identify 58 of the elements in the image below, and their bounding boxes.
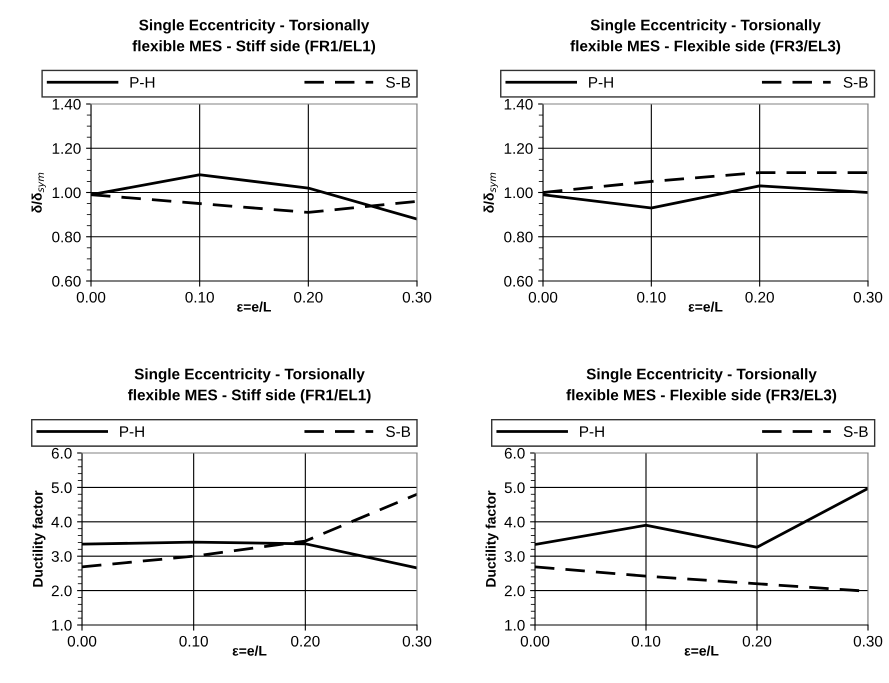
x-tick-label: 0.10 (185, 292, 214, 303)
x-tick-label: 0.30 (854, 636, 882, 647)
y-tick-label: 6.0 (52, 448, 72, 459)
y-tick-label: 4.0 (504, 516, 525, 528)
y-tick-label: 5.0 (504, 482, 525, 494)
x-axis-title: ε=e/L (684, 645, 718, 656)
y-axis-title: δ/δ$_{sym}$ (484, 172, 498, 213)
y-axis-title: Ductility factor (32, 490, 46, 587)
x-tick-label: 0.20 (291, 636, 320, 647)
x-tick-label: 0.30 (854, 292, 882, 303)
x-tick-label: 0.00 (528, 292, 558, 303)
y-tick-label: 0.80 (52, 232, 81, 242)
y-tick-label: 6.0 (504, 448, 525, 459)
legend-label: S-B (844, 76, 868, 88)
y-tick-label: 1.0 (52, 620, 72, 631)
y-tick-label: 2.0 (52, 585, 72, 596)
legend-label: P-H (120, 426, 144, 437)
y-tick-label: 5.0 (52, 482, 72, 494)
legend-label: P-H (589, 77, 613, 88)
y-axis-title: Ductility factor (486, 490, 498, 587)
y-tick-label: 0.60 (52, 276, 81, 287)
legend-label: P-H (580, 426, 604, 437)
x-tick-label: 0.30 (402, 292, 432, 303)
y-tick-label: 1.0 (505, 620, 525, 631)
y-tick-label: 3.0 (52, 551, 72, 562)
y-tick-label: 4.0 (51, 516, 72, 528)
y-tick-label: 1.00 (52, 187, 81, 198)
legend-label: S-B (386, 76, 410, 88)
x-tick-label: 0.10 (637, 292, 666, 303)
y-tick-label: 1.40 (504, 98, 533, 110)
x-tick-label: 0.20 (294, 292, 323, 303)
x-axis-title: ε=e/L (232, 645, 266, 656)
x-tick-label: 0.00 (520, 636, 550, 647)
y-tick-label: 1.20 (504, 143, 533, 154)
x-tick-label: 0.00 (76, 292, 106, 303)
legend-label: S-B (386, 426, 410, 437)
legend-label: P-H (130, 77, 154, 88)
chart-title: Single Eccentricity - Torsionally flexible MES - Flexible side (FR3/EL3) (566, 368, 836, 404)
chart-title: Single Eccentricity - Torsionally flexible MES - Flexible side (FR3/EL3) (570, 19, 840, 54)
y-tick-label: 0.80 (504, 232, 533, 242)
y-tick-label: 1.20 (52, 143, 81, 154)
x-tick-label: 0.10 (632, 636, 660, 647)
y-tick-label: 2.0 (504, 585, 525, 596)
chart-title: Single Eccentricity - Torsionally flexible MES - Stiff side (FR1/EL1) (128, 368, 371, 404)
y-tick-label: 1.40 (52, 98, 81, 110)
chart-title: Single Eccentricity - Torsionally flexible MES - Stiff side (FR1/EL1) (132, 19, 376, 54)
x-tick-label: 0.10 (179, 636, 208, 647)
x-axis-title: ε=e/L (688, 301, 722, 312)
y-tick-label: 3.0 (504, 551, 525, 562)
x-axis-title: ε=e/L (237, 301, 271, 312)
x-tick-label: 0.20 (742, 636, 772, 647)
x-tick-label: 0.20 (745, 292, 774, 303)
y-tick-label: 1.00 (504, 187, 533, 198)
x-tick-label: 0.00 (68, 636, 96, 647)
y-tick-label: 0.60 (504, 276, 533, 287)
legend-label: S-B (844, 426, 868, 437)
x-tick-label: 0.30 (402, 636, 432, 647)
y-axis-title: δ/δ$_{sym}$ (32, 172, 46, 213)
